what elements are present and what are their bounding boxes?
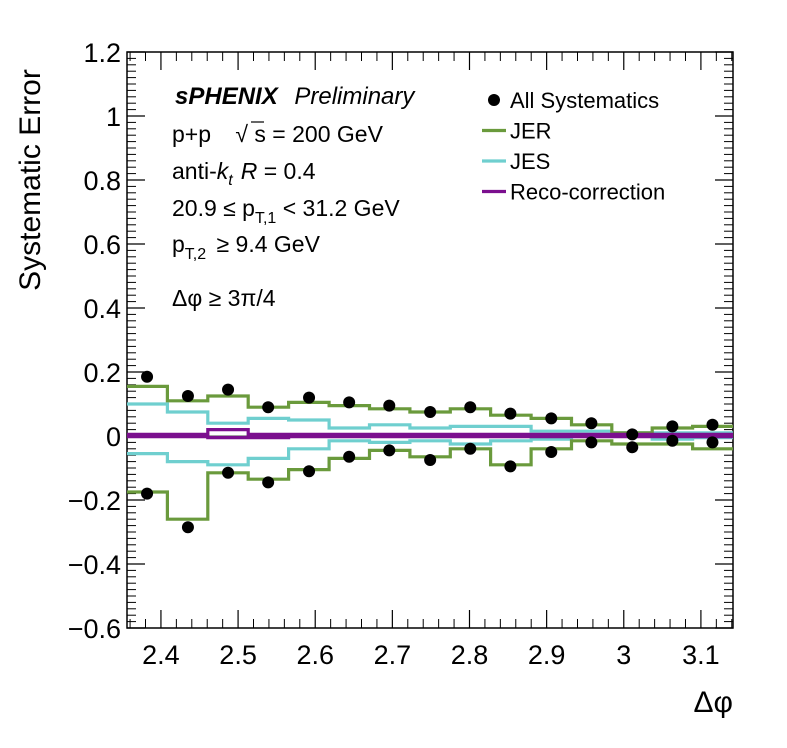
- pt2-p: p: [172, 231, 185, 257]
- y-tick-label: 1: [106, 102, 121, 132]
- reco-correction-upper-step: [127, 428, 733, 436]
- all-systematics-lower-point: [343, 450, 356, 463]
- system-text: p+p: [172, 121, 211, 147]
- radius-val: = 0.4: [257, 158, 315, 184]
- x-tick-label: 3: [616, 640, 631, 670]
- jer-lower-step: [127, 439, 733, 521]
- plot-border: [126, 51, 734, 629]
- all-systematics-lower-point: [464, 442, 477, 455]
- all-systematics-lower-point: [181, 521, 194, 534]
- legend-label-reco-correction: Reco-correction: [510, 180, 665, 205]
- y-tick-label: 0.2: [83, 358, 121, 388]
- x-tick-label: 2.8: [451, 640, 489, 670]
- all-systematics-upper-point: [181, 390, 194, 402]
- x-axis-title: Δφ: [694, 686, 734, 719]
- y-axis-title: Systematic Error: [14, 69, 47, 291]
- legend-label-jes: JES: [510, 149, 550, 174]
- legend-marker-all-systematics: [488, 94, 500, 106]
- x-tick-label: 2.7: [374, 640, 412, 670]
- status-label: Preliminary: [294, 83, 416, 110]
- all-systematics-lower-point: [626, 441, 639, 454]
- all-systematics-lower-point: [383, 444, 396, 457]
- y-tick-label: −0.4: [68, 550, 121, 580]
- all-systematics-upper-point: [222, 383, 235, 396]
- all-systematics-upper-point: [262, 401, 275, 414]
- algo-k: k: [217, 158, 230, 184]
- pt2-hi: ≥ 9.4 GeV: [210, 231, 320, 257]
- radius-r: R: [241, 158, 258, 184]
- x-tick-label: 2.9: [528, 640, 566, 670]
- sqrt-s-text: s = 200 GeV: [254, 121, 383, 147]
- all-systematics-upper-point: [504, 407, 517, 420]
- y-tick-label: −0.2: [68, 486, 121, 516]
- y-tick-label: −0.6: [68, 614, 121, 644]
- pt1-lo: 20.9 ≤ p: [172, 195, 255, 221]
- all-systematics-upper-point: [141, 370, 154, 383]
- jes-upper-step: [127, 402, 733, 435]
- pt2-sub: T,2: [185, 246, 206, 263]
- x-axis-ticks: 2.4 2.5 2.6 2.7 2.8 2.9 3 3.1: [129, 52, 733, 670]
- all-systematics-upper-point: [626, 428, 639, 441]
- annotation-block: sPHENIX Preliminary p+p √ s = 200 GeV an…: [172, 83, 416, 311]
- collision-system-label: p+p √ s = 200 GeV: [172, 121, 384, 147]
- dphi-cut-label: Δφ ≥ 3π/4: [172, 285, 276, 311]
- x-tick-label: 2.4: [142, 640, 180, 670]
- all-systematics-lower-point: [303, 465, 316, 478]
- all-systematics-upper-point: [383, 399, 396, 412]
- all-systematics-upper-point: [666, 420, 679, 433]
- all-systematics-upper-point: [303, 391, 316, 404]
- legend: All Systematics JER JES Reco-correction: [482, 88, 665, 205]
- legend-label-jer: JER: [510, 119, 552, 144]
- all-systematics-lower-point: [222, 466, 235, 479]
- pt1-sub: T,1: [255, 210, 276, 227]
- legend-label-all-systematics: All Systematics: [510, 88, 659, 113]
- x-tick-label: 2.6: [296, 640, 334, 670]
- all-systematics-lower-point: [262, 476, 275, 489]
- x-tick-label: 2.5: [219, 640, 257, 670]
- all-systematics-lower-point: [706, 436, 719, 449]
- all-systematics-upper-point: [424, 406, 437, 418]
- all-systematics-upper-point: [464, 401, 477, 414]
- y-tick-label: 0.6: [83, 230, 121, 260]
- y-tick-label: 0.8: [83, 166, 121, 196]
- all-systematics-upper-point: [545, 412, 558, 425]
- y-tick-label: 1.2: [83, 38, 121, 68]
- sqrt-symbol: √: [235, 121, 248, 147]
- all-systematics-lower-point: [545, 446, 558, 458]
- subleading-pt-cut-label: pT,2 ≥ 9.4 GeV: [172, 231, 321, 263]
- y-tick-label: 0: [106, 422, 121, 452]
- all-systematics-upper-point: [585, 417, 598, 430]
- series-layer: [127, 370, 733, 534]
- reco-correction-lower-step: [127, 435, 733, 440]
- all-systematics-lower-point: [666, 434, 679, 447]
- algo-prefix: anti-: [172, 158, 217, 184]
- all-systematics-lower-point: [504, 460, 517, 473]
- all-systematics-lower-point: [141, 487, 154, 500]
- algo-sub: t: [228, 172, 233, 189]
- leading-pt-cut-label: 20.9 ≤ pT,1 < 31.2 GeV: [172, 195, 400, 227]
- all-systematics-lower-point: [424, 454, 437, 466]
- all-systematics-upper-point: [706, 418, 719, 431]
- all-systematics-upper-point: [343, 396, 356, 409]
- all-systematics-lower-point: [585, 436, 598, 449]
- plot-frame: [126, 51, 734, 629]
- y-tick-label: 0.4: [83, 294, 121, 324]
- jet-algorithm-label: anti-kt R = 0.4: [172, 158, 316, 189]
- svg-text:sPHENIX Preliminary: sPHENIX Preliminary: [175, 83, 416, 110]
- x-tick-label: 3.1: [682, 640, 720, 670]
- pt1-hi: < 31.2 GeV: [276, 195, 400, 221]
- experiment-label: sPHENIX: [175, 83, 280, 110]
- y-axis-ticks: −0.6 −0.4 −0.2 0 0.2 0.4 0.6 0.8 1 1.2: [68, 38, 733, 644]
